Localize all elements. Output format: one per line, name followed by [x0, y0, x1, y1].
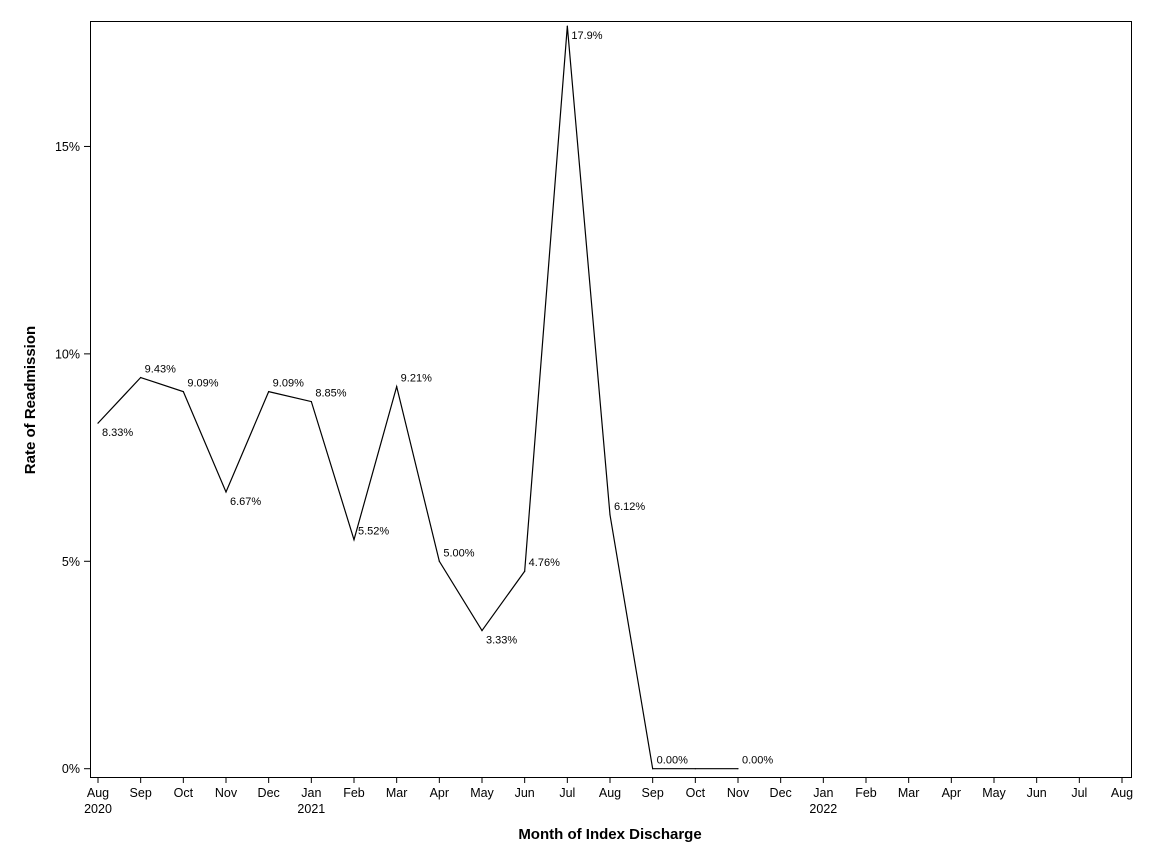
- x-tick-label-month: Apr: [942, 786, 961, 800]
- data-point: [97, 422, 99, 424]
- data-point: [353, 539, 355, 541]
- x-tick-label-month: Sep: [642, 786, 664, 800]
- data-label: 9.09%: [187, 378, 218, 390]
- plot-frame: [90, 21, 1132, 778]
- data-point: [524, 570, 526, 572]
- data-label: 5.00%: [443, 547, 474, 559]
- x-tick-label-month: Oct: [174, 786, 194, 800]
- y-tick-label: 5%: [62, 555, 80, 569]
- x-tick-label-month: Mar: [898, 786, 920, 800]
- data-label: 5.52%: [358, 526, 389, 538]
- data-label: 9.43%: [145, 364, 176, 376]
- data-label: 0.00%: [657, 755, 688, 767]
- x-axis-title: Month of Index Discharge: [518, 826, 701, 843]
- x-tick-label-month: May: [470, 786, 494, 800]
- data-point: [694, 768, 696, 770]
- data-point: [652, 768, 654, 770]
- x-tick-label-month: Sep: [130, 786, 152, 800]
- data-label: 0.00%: [742, 755, 773, 767]
- data-point: [310, 400, 312, 403]
- data-label: 4.76%: [529, 557, 560, 569]
- y-tick-label: 0%: [62, 762, 80, 776]
- data-point: [140, 376, 142, 379]
- x-tick-label-month: Feb: [343, 786, 365, 800]
- x-tick-label-month: Nov: [215, 786, 238, 800]
- x-tick-label-month: Jan: [301, 786, 321, 800]
- data-label: 17.9%: [571, 30, 602, 42]
- x-tick-label-month: Dec: [258, 786, 280, 800]
- x-tick-label-month: Jun: [1027, 786, 1047, 800]
- data-label: 9.09%: [273, 378, 304, 390]
- x-tick-label-month: Dec: [770, 786, 792, 800]
- y-axis: 0% 5% 10% 15%: [55, 140, 91, 776]
- data-point: [438, 560, 440, 562]
- x-tick-label-month: May: [982, 786, 1006, 800]
- data-point: [396, 386, 398, 388]
- data-label: 6.12%: [614, 501, 645, 513]
- x-tick-label-month: Jul: [559, 786, 575, 800]
- x-tick-label-year: 2021: [297, 802, 325, 816]
- x-tick-label-month: Aug: [87, 786, 109, 800]
- x-tick-label-month: Jun: [515, 786, 535, 800]
- y-axis-title: Rate of Readmission: [22, 326, 39, 474]
- data-labels: 8.33% 9.43% 9.09% 6.67% 9.09% 8.85% 5.52% 9.21%…: [102, 30, 773, 767]
- x-tick-label-month: Oct: [686, 786, 706, 800]
- data-point: [737, 768, 739, 770]
- x-tick-label-month: Mar: [386, 786, 408, 800]
- data-point: [481, 629, 483, 632]
- data-point: [566, 25, 568, 27]
- data-label: 8.33%: [102, 427, 133, 439]
- x-tick-label-year: 2020: [84, 802, 112, 816]
- series-layer: [97, 25, 739, 770]
- y-tick-label: 10%: [55, 347, 80, 361]
- data-point: [268, 391, 270, 393]
- data-label: 8.85%: [315, 388, 346, 400]
- x-axis: Aug 2020 Sep Oct Nov Dec Jan 2021 Feb Mar Apr May Ju…: [84, 777, 1133, 816]
- data-label: 3.33%: [486, 635, 517, 647]
- series-line: [97, 26, 738, 770]
- y-tick-label: 15%: [55, 140, 80, 154]
- x-tick-label-month: Apr: [430, 786, 449, 800]
- data-point: [182, 391, 184, 393]
- x-tick-label-month: Jul: [1071, 786, 1087, 800]
- x-tick-label-year: 2022: [809, 802, 837, 816]
- data-point: [225, 491, 227, 493]
- x-tick-label-month: Feb: [855, 786, 877, 800]
- x-tick-label-month: Aug: [1111, 786, 1133, 800]
- data-label: 9.21%: [401, 373, 432, 385]
- data-label: 6.67%: [230, 496, 261, 508]
- data-point: [609, 514, 611, 516]
- x-tick-label-month: Jan: [813, 786, 833, 800]
- x-tick-label-month: Nov: [727, 786, 750, 800]
- x-tick-label-month: Aug: [599, 786, 621, 800]
